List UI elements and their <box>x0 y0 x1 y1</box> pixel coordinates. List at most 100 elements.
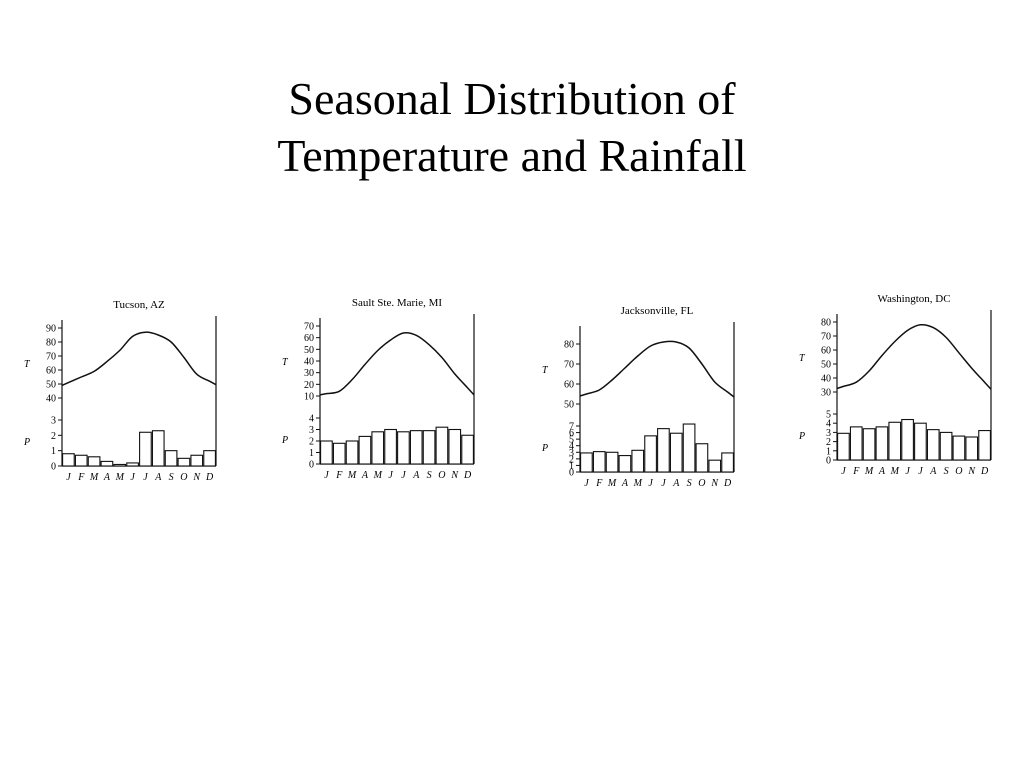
precipitation-tick-label: 0 <box>826 456 831 467</box>
temperature-tick-label: 40 <box>821 374 831 385</box>
month-label: A <box>412 470 420 481</box>
temperature-tick-label: 50 <box>821 360 831 371</box>
month-label: A <box>361 470 369 481</box>
month-label: A <box>929 466 937 477</box>
month-label: A <box>103 472 111 483</box>
precipitation-tick-label: 4 <box>826 419 831 430</box>
precipitation-bar <box>409 430 423 465</box>
month-label: D <box>463 470 472 481</box>
month-label: J <box>918 466 923 477</box>
precipitation-bar <box>837 432 850 461</box>
month-label: S <box>944 466 949 477</box>
temperature-tick-label: 90 <box>46 324 56 335</box>
precipitation-bar <box>358 435 372 465</box>
temperature-label: T <box>24 359 31 370</box>
month-label: J <box>905 466 910 477</box>
month-label: J <box>661 478 666 489</box>
precipitation-bar <box>682 423 696 473</box>
month-label: O <box>438 470 445 481</box>
precipitation-bar <box>657 428 670 473</box>
temperature-tick-label: 50 <box>46 380 56 391</box>
month-label: M <box>347 470 357 481</box>
temperature-tick-label: 60 <box>46 366 56 377</box>
precipitation-bar <box>669 432 683 473</box>
month-label: M <box>633 478 643 489</box>
temperature-tick-label: 70 <box>564 360 574 371</box>
temperature-tick-label: 50 <box>564 400 574 411</box>
temperature-label: T <box>542 365 549 376</box>
precipitation-bar <box>631 449 645 473</box>
precipitation-bar <box>384 428 397 465</box>
temperature-curve <box>836 323 992 390</box>
precipitation-bar <box>461 434 474 465</box>
precipitation-label: P <box>541 443 548 454</box>
month-label: J <box>130 472 135 483</box>
precipitation-bar <box>592 451 606 473</box>
month-label: D <box>980 466 989 477</box>
precipitation-bar <box>100 460 114 467</box>
precipitation-tick-label: 2 <box>309 437 314 448</box>
precipitation-bar <box>914 422 927 461</box>
precipitation-bar <box>580 452 593 473</box>
month-label: M <box>115 472 125 483</box>
month-label: F <box>852 466 860 477</box>
month-label: J <box>401 470 406 481</box>
precipitation-tick-label: 3 <box>569 448 574 459</box>
temperature-curve <box>319 332 475 396</box>
precipitation-tick-label: 0 <box>569 468 574 479</box>
temperature-tick-label: 40 <box>304 357 314 368</box>
temperature-tick-label: 70 <box>821 332 831 343</box>
precipitation-tick-label: 0 <box>309 460 314 471</box>
month-label: O <box>180 472 187 483</box>
precipitation-tick-label: 2 <box>569 454 574 465</box>
precipitation-bar <box>62 453 75 467</box>
month-label: J <box>841 466 846 477</box>
temperature-tick-label: 60 <box>564 380 574 391</box>
precipitation-bar <box>849 426 863 461</box>
precipitation-bar <box>151 430 165 467</box>
precipitation-tick-label: 7 <box>569 422 574 433</box>
precipitation-bar <box>74 454 88 467</box>
precipitation-bar <box>901 418 914 461</box>
precipitation-bar <box>875 426 889 461</box>
precipitation-bar <box>978 430 991 461</box>
precipitation-bar <box>435 426 449 465</box>
month-label: A <box>621 478 629 489</box>
precipitation-tick-label: 6 <box>569 428 574 439</box>
precipitation-tick-label: 5 <box>826 410 831 421</box>
month-label: J <box>66 472 71 483</box>
precipitation-bar <box>695 443 709 473</box>
month-label: J <box>143 472 148 483</box>
precipitation-tick-label: 1 <box>51 446 56 457</box>
slide-title-line-2: Temperature and Rainfall <box>277 130 747 181</box>
precipitation-tick-label: 0 <box>51 462 56 473</box>
month-label: J <box>584 478 589 489</box>
precipitation-label: P <box>798 431 805 442</box>
month-label: F <box>77 472 85 483</box>
precipitation-tick-label: 1 <box>309 448 314 459</box>
temperature-tick-label: 50 <box>304 345 314 356</box>
temperature-tick-label: 40 <box>46 394 56 405</box>
month-label: J <box>648 478 653 489</box>
temperature-tick-label: 60 <box>821 346 831 357</box>
month-label: A <box>878 466 886 477</box>
precipitation-tick-label: 5 <box>569 435 574 446</box>
month-label: S <box>169 472 174 483</box>
precipitation-tick-label: 4 <box>309 414 314 425</box>
slide-title-line-1: Seasonal Distribution of <box>288 73 736 124</box>
month-label: N <box>710 478 719 489</box>
precipitation-tick-label: 2 <box>51 431 56 442</box>
precipitation-bar <box>721 452 734 473</box>
month-label: N <box>967 466 976 477</box>
precipitation-bar <box>422 430 436 465</box>
month-label: M <box>890 466 900 477</box>
precipitation-bar <box>965 436 979 461</box>
precipitation-label: P <box>23 437 30 448</box>
month-label: S <box>427 470 432 481</box>
temperature-tick-label: 20 <box>304 380 314 391</box>
month-label: S <box>687 478 692 489</box>
month-label: J <box>324 470 329 481</box>
